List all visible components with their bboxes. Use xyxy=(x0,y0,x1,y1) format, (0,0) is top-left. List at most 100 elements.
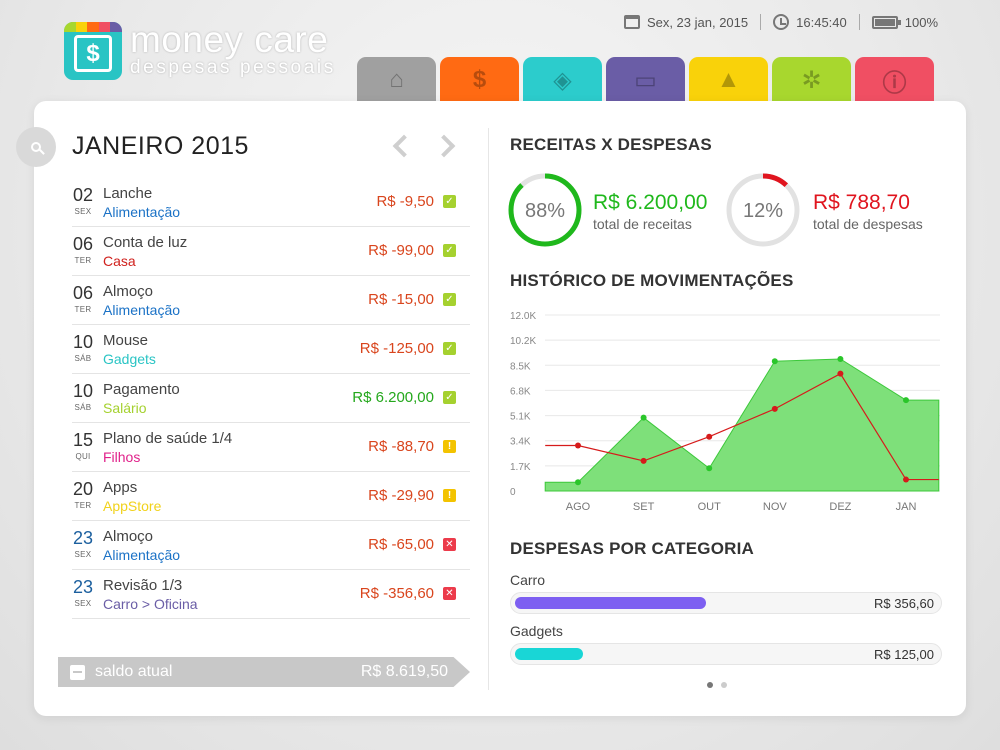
transaction-row[interactable]: 06 TER Conta de luz Casa R$ -99,00 ✓ xyxy=(72,227,470,276)
receitas-point xyxy=(837,356,844,362)
transaction-row[interactable]: 10 SÁB Mouse Gadgets R$ -125,00 ✓ xyxy=(72,325,470,374)
status-battery: 100% xyxy=(904,14,938,30)
despesas-ring xyxy=(726,173,800,247)
tx-amount: R$ -356,60 xyxy=(359,585,434,602)
y-tick-label: 6.8K xyxy=(510,386,531,397)
tx-status-icon[interactable]: ✓ xyxy=(443,244,456,257)
tx-status-icon[interactable]: ✓ xyxy=(443,391,456,404)
category-bar-fill xyxy=(515,597,706,609)
tx-amount: R$ -99,00 xyxy=(368,242,434,259)
chart-icon: ▲ xyxy=(716,66,741,93)
page-dot-2[interactable] xyxy=(721,682,727,688)
tx-status-icon[interactable]: ! xyxy=(443,489,456,502)
page-dot-1[interactable] xyxy=(707,682,713,688)
tx-day: 20 xyxy=(72,479,94,499)
tx-day: 02 xyxy=(72,185,94,205)
transaction-row[interactable]: 10 SÁB Pagamento Salário R$ 6.200,00 ✓ xyxy=(72,374,470,423)
transaction-list: 02 SEX Lanche Alimentação R$ -9,50 ✓ 06 TER Cont… xyxy=(72,178,470,619)
wallet-logo-icon: $ xyxy=(64,22,122,80)
tx-weekday: SEX xyxy=(74,550,92,559)
tx-category: Salário xyxy=(103,400,147,416)
tx-day: 10 xyxy=(72,381,94,401)
y-tick-label: 0 xyxy=(510,487,516,498)
y-tick-label: 3.4K xyxy=(510,437,531,448)
tx-status-icon[interactable]: ✓ xyxy=(443,342,456,355)
archive-icon: ▭ xyxy=(634,66,657,94)
despesas-point xyxy=(903,476,909,483)
tx-status-icon[interactable]: ✓ xyxy=(443,195,456,208)
category-value: R$ 356,60 xyxy=(874,596,934,611)
category-bar[interactable]: R$ 125,00 xyxy=(510,643,942,665)
category-value: R$ 125,00 xyxy=(874,647,934,662)
despesas-label: total de despesas xyxy=(813,216,923,232)
tx-category: Gadgets xyxy=(103,351,156,367)
categories-title: DESPESAS POR CATEGORIA xyxy=(510,539,755,558)
tx-status-icon[interactable]: ✕ xyxy=(443,587,456,600)
next-month-button[interactable] xyxy=(432,131,462,161)
x-tick-label: JAN xyxy=(896,501,917,513)
x-tick-label: DEZ xyxy=(829,501,851,513)
receitas-point xyxy=(575,479,581,486)
app-logo: $ money care despesas pessoais xyxy=(64,19,336,80)
app-subtitle: despesas pessoais xyxy=(130,57,336,78)
category-label: Gadgets xyxy=(510,623,563,639)
tx-weekday: SEX xyxy=(74,599,92,608)
x-tick-label: SET xyxy=(633,501,655,513)
main-tabs: ⌂ $ ◈ ▭ ▲ ✲ ⓘ xyxy=(357,57,934,103)
battery-icon xyxy=(871,15,901,29)
tab-archive[interactable]: ▭ xyxy=(606,57,685,103)
category-bar-fill xyxy=(515,648,583,660)
y-tick-label: 12.0K xyxy=(510,311,536,322)
tx-description: Lanche xyxy=(103,185,153,202)
tx-day: 10 xyxy=(72,332,94,352)
tx-category: Casa xyxy=(103,253,136,269)
tx-status-icon[interactable]: ✓ xyxy=(443,293,456,306)
transaction-row[interactable]: 23 SEX Revisão 1/3 Carro > Oficina R$ -356,6… xyxy=(72,570,470,619)
tx-weekday: TER xyxy=(74,305,92,314)
status-bar: Sex, 23 jan, 2015 16:45:40 100% xyxy=(623,14,938,30)
tx-day: 23 xyxy=(72,528,94,548)
tx-status-icon[interactable]: ! xyxy=(443,440,456,453)
y-tick-label: 8.5K xyxy=(510,361,531,372)
info-icon: ⓘ xyxy=(882,69,907,97)
tx-description: Almoço xyxy=(103,283,154,300)
search-icon xyxy=(31,142,41,152)
tab-info[interactable]: ⓘ xyxy=(855,57,934,103)
tx-day: 06 xyxy=(72,234,94,254)
category-bar[interactable]: R$ 356,60 xyxy=(510,592,942,614)
despesas-percent: 12% xyxy=(742,200,784,222)
y-tick-label: 10.2K xyxy=(510,336,536,347)
transaction-row[interactable]: 02 SEX Lanche Alimentação R$ -9,50 ✓ xyxy=(72,178,470,227)
tx-description: Revisão 1/3 xyxy=(103,577,183,594)
transaction-row[interactable]: 06 TER Almoço Alimentação R$ -15,00 ✓ xyxy=(72,276,470,325)
tab-dollar[interactable]: $ xyxy=(440,57,519,103)
tab-home[interactable]: ⌂ xyxy=(357,57,436,103)
x-tick-label: NOV xyxy=(763,501,788,513)
gear-icon: ✲ xyxy=(801,66,822,94)
tab-tag[interactable]: ◈ xyxy=(523,57,602,103)
tx-amount: R$ -65,00 xyxy=(368,536,434,553)
transaction-row[interactable]: 23 SEX Almoço Alimentação R$ -65,00 ✕ xyxy=(72,521,470,570)
app-title: money care xyxy=(130,19,329,60)
search-button[interactable] xyxy=(16,127,56,167)
receitas-point xyxy=(903,397,909,404)
balance-bar: saldo atual R$ 8.619,50 xyxy=(58,657,470,687)
page-indicator xyxy=(707,682,727,688)
transaction-row[interactable]: 15 QUI Plano de saúde 1/4 Filhos R$ -88,70! xyxy=(72,423,470,472)
prev-month-button[interactable] xyxy=(386,131,416,161)
receitas-point xyxy=(706,465,713,472)
tab-chart[interactable]: ▲ xyxy=(689,57,768,103)
despesas-point xyxy=(771,405,778,412)
status-date: Sex, 23 jan, 2015 xyxy=(646,14,749,30)
tx-weekday: SÁB xyxy=(74,354,92,363)
despesas-point xyxy=(575,442,581,449)
x-tick-label: OUT xyxy=(698,501,722,513)
tx-weekday: SÁB xyxy=(74,403,92,412)
tx-status-icon[interactable]: ✕ xyxy=(443,538,456,551)
tx-category: Carro > Oficina xyxy=(103,596,198,612)
tx-weekday: TER xyxy=(74,501,92,510)
transaction-row[interactable]: 20 TER Apps AppStore R$ -29,90! xyxy=(72,472,470,521)
tab-gear[interactable]: ✲ xyxy=(772,57,851,103)
balance-label: saldo atual xyxy=(95,663,173,680)
despesas-point xyxy=(837,370,844,377)
